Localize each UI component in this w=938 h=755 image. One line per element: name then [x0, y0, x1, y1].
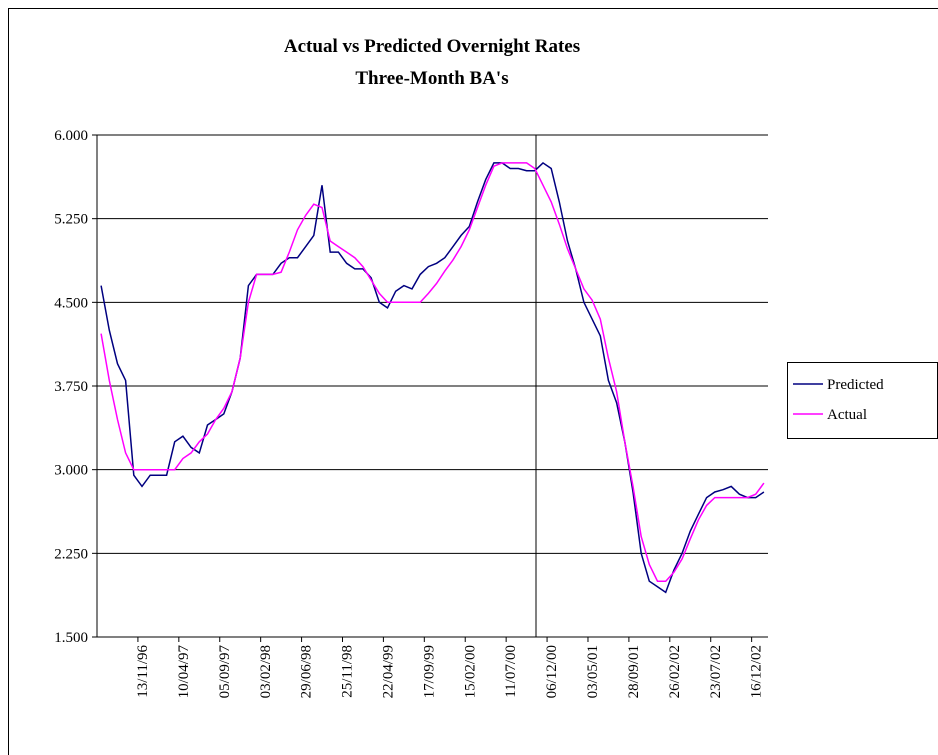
x-tick-label: 25/11/98: [340, 645, 356, 698]
x-tick-label: 17/09/99: [421, 645, 437, 698]
legend-label: Actual: [827, 407, 867, 423]
x-tick-label: 26/02/02: [667, 645, 683, 698]
x-tick-label: 03/05/01: [585, 645, 601, 698]
series-line: [100, 161, 765, 594]
x-tick-label: 22/04/99: [380, 645, 396, 698]
y-tick-label: 6.000: [54, 128, 88, 144]
series-line: [100, 162, 765, 582]
y-tick-label: 3.000: [54, 463, 88, 479]
x-tick-label: 23/07/02: [708, 645, 724, 698]
x-tick-label: 03/02/98: [258, 645, 274, 698]
x-tick-label: 11/07/00: [503, 645, 519, 698]
legend-label: Predicted: [827, 377, 884, 393]
x-tick-label: 16/12/02: [749, 645, 765, 698]
x-tick-label: 28/09/01: [626, 645, 642, 698]
x-tick-label: 15/02/00: [462, 645, 478, 698]
chart-frame: [8, 8, 938, 755]
x-tick-label: 29/06/98: [299, 645, 315, 698]
x-tick-label: 06/12/00: [544, 645, 560, 698]
x-tick-label: 13/11/96: [135, 645, 151, 698]
chart-title: Actual vs Predicted Overnight Rates: [284, 36, 580, 57]
chart-subtitle: Three-Month BA's: [355, 68, 508, 89]
y-tick-label: 5.250: [54, 212, 88, 228]
x-tick-label: 10/04/97: [176, 645, 192, 699]
y-tick-label: 2.250: [54, 546, 88, 562]
x-tick-label: 05/09/97: [217, 645, 233, 699]
y-tick-label: 1.500: [54, 630, 88, 646]
y-tick-label: 4.500: [54, 295, 88, 311]
y-tick-label: 3.750: [54, 379, 88, 395]
legend-box: [787, 362, 938, 439]
